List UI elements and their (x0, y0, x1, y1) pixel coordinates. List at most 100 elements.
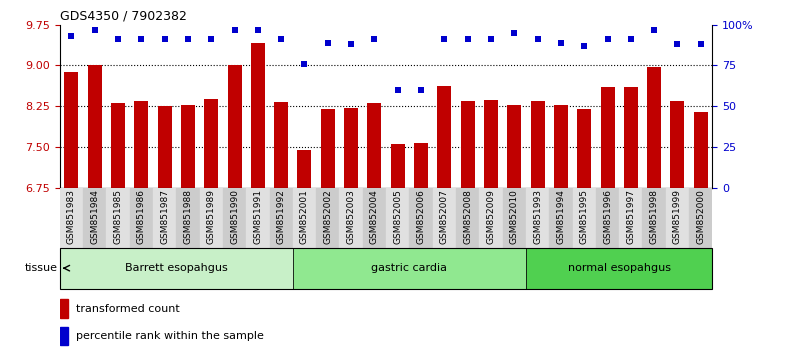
Bar (158, 105, 172, 188)
Text: tissue: tissue (25, 263, 57, 273)
Point (392, 87, 404, 93)
Text: GSM851995: GSM851995 (579, 189, 589, 244)
Bar (60, 248, 293, 289)
Text: GSM851985: GSM851985 (114, 189, 123, 244)
Point (368, 36, 380, 42)
Bar (507, 104, 521, 188)
Bar (107, 188, 130, 248)
Bar (316, 188, 339, 248)
Bar (293, 248, 526, 289)
Bar (298, 150, 311, 188)
Text: GSM852000: GSM852000 (696, 189, 705, 244)
Bar (344, 108, 358, 188)
Bar (647, 67, 661, 188)
Text: GSM851997: GSM851997 (626, 189, 635, 244)
Text: GSM851983: GSM851983 (67, 189, 76, 244)
Text: GSM851996: GSM851996 (603, 189, 612, 244)
Bar (484, 100, 498, 188)
Bar (461, 101, 474, 188)
Point (322, 40, 334, 46)
Bar (135, 101, 148, 188)
Bar (153, 188, 176, 248)
Text: GSM852005: GSM852005 (393, 189, 402, 244)
Bar (409, 188, 433, 248)
Point (275, 36, 287, 42)
Bar (293, 188, 316, 248)
Bar (205, 99, 218, 188)
Bar (642, 188, 665, 248)
Bar (228, 65, 241, 188)
Bar (200, 188, 223, 248)
Point (205, 36, 217, 42)
Point (415, 87, 427, 93)
Bar (223, 188, 246, 248)
Text: GSM851989: GSM851989 (207, 189, 216, 244)
Point (671, 41, 684, 47)
Bar (437, 86, 451, 188)
Bar (60, 299, 68, 318)
Text: GSM852003: GSM852003 (346, 189, 356, 244)
Point (345, 41, 357, 47)
Text: GSM852001: GSM852001 (300, 189, 309, 244)
Point (252, 27, 264, 33)
Bar (60, 327, 68, 345)
Point (158, 36, 171, 42)
Bar (572, 188, 596, 248)
Text: GSM851986: GSM851986 (137, 189, 146, 244)
Bar (596, 188, 619, 248)
Point (181, 36, 194, 42)
Text: normal esopahgus: normal esopahgus (568, 263, 671, 273)
Text: Barrett esopahgus: Barrett esopahgus (125, 263, 228, 273)
Bar (549, 188, 572, 248)
Bar (391, 144, 404, 188)
Text: GSM852007: GSM852007 (440, 189, 449, 244)
Bar (60, 188, 83, 248)
Point (624, 36, 637, 42)
Text: GSM851987: GSM851987 (160, 189, 169, 244)
Bar (64, 72, 78, 188)
Bar (665, 188, 689, 248)
Bar (479, 188, 502, 248)
Text: GSM852006: GSM852006 (416, 189, 426, 244)
Bar (83, 188, 107, 248)
Text: GSM852009: GSM852009 (486, 189, 495, 244)
Bar (88, 65, 102, 188)
Bar (689, 188, 712, 248)
Bar (246, 188, 270, 248)
Bar (251, 43, 265, 188)
Text: transformed count: transformed count (76, 303, 179, 314)
Bar (339, 188, 363, 248)
Text: GSM852002: GSM852002 (323, 189, 332, 244)
Bar (368, 103, 381, 188)
Point (135, 36, 148, 42)
Text: GDS4350 / 7902382: GDS4350 / 7902382 (60, 9, 186, 22)
Point (648, 27, 661, 33)
Bar (456, 188, 479, 248)
Text: GSM851999: GSM851999 (673, 189, 682, 244)
Bar (181, 104, 195, 188)
Point (555, 40, 568, 46)
Point (438, 36, 451, 42)
Bar (321, 109, 335, 188)
Bar (554, 105, 568, 188)
Point (485, 36, 498, 42)
Text: GSM852008: GSM852008 (463, 189, 472, 244)
Bar (670, 101, 685, 188)
Text: GSM851990: GSM851990 (230, 189, 239, 244)
Point (111, 36, 124, 42)
Point (65, 33, 78, 39)
Point (694, 41, 707, 47)
Text: percentile rank within the sample: percentile rank within the sample (76, 331, 263, 341)
Bar (526, 248, 712, 289)
Bar (386, 188, 409, 248)
Bar (433, 188, 456, 248)
Point (531, 36, 544, 42)
Bar (600, 87, 615, 188)
Point (601, 36, 614, 42)
Bar (130, 188, 153, 248)
Bar (270, 188, 293, 248)
Bar (577, 109, 591, 188)
Text: GSM851991: GSM851991 (253, 189, 263, 244)
Point (461, 36, 474, 42)
Text: GSM851998: GSM851998 (650, 189, 658, 244)
